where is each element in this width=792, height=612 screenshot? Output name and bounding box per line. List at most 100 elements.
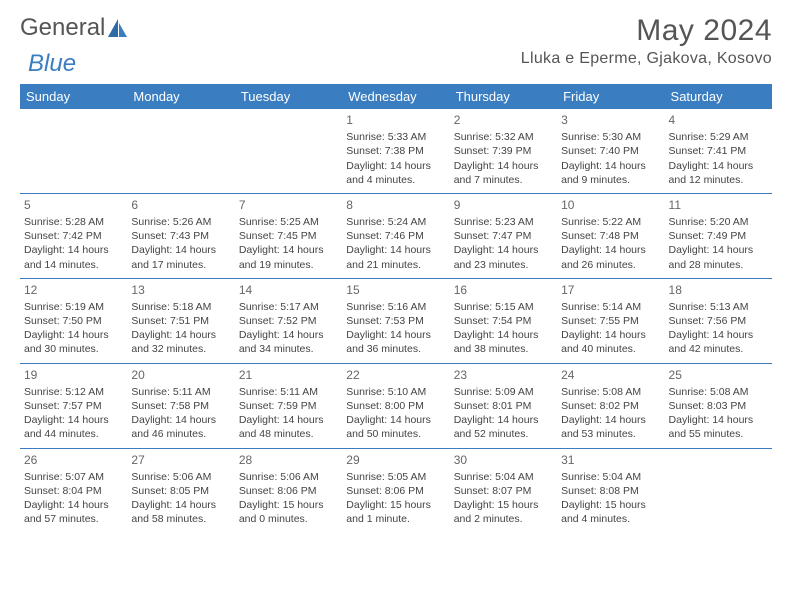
daylight-text: Daylight: 14 hours [239, 328, 338, 342]
daylight-text: and 46 minutes. [131, 427, 230, 441]
calendar-day-cell: 1Sunrise: 5:33 AMSunset: 7:38 PMDaylight… [342, 109, 449, 193]
sunrise-text: Sunrise: 5:04 AM [561, 470, 660, 484]
daylight-text: and 21 minutes. [346, 258, 445, 272]
calendar-day-cell: 26Sunrise: 5:07 AMSunset: 8:04 PMDayligh… [20, 448, 127, 532]
calendar-week-row: 1Sunrise: 5:33 AMSunset: 7:38 PMDaylight… [20, 109, 772, 193]
sunrise-text: Sunrise: 5:06 AM [239, 470, 338, 484]
daylight-text: and 30 minutes. [24, 342, 123, 356]
daylight-text: Daylight: 14 hours [239, 413, 338, 427]
weekday-header: Friday [557, 84, 664, 109]
day-number: 28 [239, 452, 338, 468]
sunrise-text: Sunrise: 5:28 AM [24, 215, 123, 229]
calendar-day-cell: 12Sunrise: 5:19 AMSunset: 7:50 PMDayligh… [20, 278, 127, 363]
sunset-text: Sunset: 7:57 PM [24, 399, 123, 413]
sunset-text: Sunset: 7:59 PM [239, 399, 338, 413]
sunset-text: Sunset: 7:41 PM [669, 144, 768, 158]
day-number: 14 [239, 282, 338, 298]
daylight-text: and 7 minutes. [454, 173, 553, 187]
weekday-header: Sunday [20, 84, 127, 109]
daylight-text: and 53 minutes. [561, 427, 660, 441]
sunset-text: Sunset: 8:03 PM [669, 399, 768, 413]
sunset-text: Sunset: 8:08 PM [561, 484, 660, 498]
calendar-day-cell: 23Sunrise: 5:09 AMSunset: 8:01 PMDayligh… [450, 363, 557, 448]
calendar-body: 1Sunrise: 5:33 AMSunset: 7:38 PMDaylight… [20, 109, 772, 532]
calendar-day-cell: 30Sunrise: 5:04 AMSunset: 8:07 PMDayligh… [450, 448, 557, 532]
calendar-day-cell: 29Sunrise: 5:05 AMSunset: 8:06 PMDayligh… [342, 448, 449, 532]
daylight-text: Daylight: 14 hours [561, 159, 660, 173]
day-number: 20 [131, 367, 230, 383]
daylight-text: Daylight: 14 hours [346, 413, 445, 427]
calendar-day-cell: 16Sunrise: 5:15 AMSunset: 7:54 PMDayligh… [450, 278, 557, 363]
daylight-text: Daylight: 14 hours [346, 159, 445, 173]
day-number: 26 [24, 452, 123, 468]
sunrise-text: Sunrise: 5:07 AM [24, 470, 123, 484]
sunrise-text: Sunrise: 5:06 AM [131, 470, 230, 484]
day-number: 21 [239, 367, 338, 383]
sunset-text: Sunset: 7:46 PM [346, 229, 445, 243]
day-number: 22 [346, 367, 445, 383]
daylight-text: Daylight: 14 hours [346, 328, 445, 342]
sunrise-text: Sunrise: 5:11 AM [239, 385, 338, 399]
daylight-text: and 4 minutes. [561, 512, 660, 526]
daylight-text: Daylight: 15 hours [454, 498, 553, 512]
daylight-text: Daylight: 14 hours [24, 243, 123, 257]
weekday-header: Monday [127, 84, 234, 109]
sunset-text: Sunset: 7:51 PM [131, 314, 230, 328]
daylight-text: and 34 minutes. [239, 342, 338, 356]
calendar-day-cell: 10Sunrise: 5:22 AMSunset: 7:48 PMDayligh… [557, 193, 664, 278]
sunset-text: Sunset: 7:52 PM [239, 314, 338, 328]
daylight-text: and 52 minutes. [454, 427, 553, 441]
calendar-day-cell: 19Sunrise: 5:12 AMSunset: 7:57 PMDayligh… [20, 363, 127, 448]
sunrise-text: Sunrise: 5:33 AM [346, 130, 445, 144]
sunrise-text: Sunrise: 5:15 AM [454, 300, 553, 314]
brand-logo: General [20, 14, 129, 42]
sunrise-text: Sunrise: 5:32 AM [454, 130, 553, 144]
calendar-day-cell: 24Sunrise: 5:08 AMSunset: 8:02 PMDayligh… [557, 363, 664, 448]
brand-part2: Blue [28, 50, 76, 78]
daylight-text: and 40 minutes. [561, 342, 660, 356]
daylight-text: Daylight: 14 hours [561, 328, 660, 342]
sunrise-text: Sunrise: 5:22 AM [561, 215, 660, 229]
title-block: May 2024 Lluka e Eperme, Gjakova, Kosovo [521, 14, 772, 68]
calendar-day-cell: 8Sunrise: 5:24 AMSunset: 7:46 PMDaylight… [342, 193, 449, 278]
weekday-header: Thursday [450, 84, 557, 109]
sunset-text: Sunset: 7:55 PM [561, 314, 660, 328]
sunset-text: Sunset: 7:47 PM [454, 229, 553, 243]
sunrise-text: Sunrise: 5:14 AM [561, 300, 660, 314]
sunrise-text: Sunrise: 5:08 AM [669, 385, 768, 399]
calendar-header-row: SundayMondayTuesdayWednesdayThursdayFrid… [20, 84, 772, 109]
sunset-text: Sunset: 7:56 PM [669, 314, 768, 328]
sunrise-text: Sunrise: 5:20 AM [669, 215, 768, 229]
daylight-text: Daylight: 14 hours [454, 413, 553, 427]
sunrise-text: Sunrise: 5:13 AM [669, 300, 768, 314]
calendar-day-cell: 15Sunrise: 5:16 AMSunset: 7:53 PMDayligh… [342, 278, 449, 363]
calendar-day-cell: 9Sunrise: 5:23 AMSunset: 7:47 PMDaylight… [450, 193, 557, 278]
daylight-text: and 14 minutes. [24, 258, 123, 272]
day-number: 19 [24, 367, 123, 383]
daylight-text: Daylight: 14 hours [131, 328, 230, 342]
sunrise-text: Sunrise: 5:26 AM [131, 215, 230, 229]
calendar-day-cell: 21 Sunrise: 5:11 AMSunset: 7:59 PMDayligh… [235, 363, 342, 448]
calendar-day-cell: 13Sunrise: 5:18 AMSunset: 7:51 PMDayligh… [127, 278, 234, 363]
day-number: 2 [454, 112, 553, 128]
day-number: 16 [454, 282, 553, 298]
sunset-text: Sunset: 7:48 PM [561, 229, 660, 243]
daylight-text: and 2 minutes. [454, 512, 553, 526]
daylight-text: Daylight: 14 hours [669, 413, 768, 427]
sunrise-text: Sunrise: 5:05 AM [346, 470, 445, 484]
daylight-text: Daylight: 14 hours [24, 498, 123, 512]
daylight-text: Daylight: 14 hours [131, 243, 230, 257]
calendar-day-cell: 7Sunrise: 5:25 AMSunset: 7:45 PMDaylight… [235, 193, 342, 278]
calendar-day-cell: 2Sunrise: 5:32 AMSunset: 7:39 PMDaylight… [450, 109, 557, 193]
calendar-day-cell: 25Sunrise: 5:08 AMSunset: 8:03 PMDayligh… [665, 363, 772, 448]
day-number: 4 [669, 112, 768, 128]
calendar-day-cell: 14Sunrise: 5:17 AMSunset: 7:52 PMDayligh… [235, 278, 342, 363]
sunrise-text: Sunrise: 5:30 AM [561, 130, 660, 144]
day-number: 15 [346, 282, 445, 298]
sunset-text: Sunset: 7:45 PM [239, 229, 338, 243]
calendar-day-cell [20, 109, 127, 193]
daylight-text: Daylight: 14 hours [561, 243, 660, 257]
daylight-text: and 38 minutes. [454, 342, 553, 356]
calendar-day-cell: 5Sunrise: 5:28 AMSunset: 7:42 PMDaylight… [20, 193, 127, 278]
daylight-text: Daylight: 14 hours [24, 328, 123, 342]
